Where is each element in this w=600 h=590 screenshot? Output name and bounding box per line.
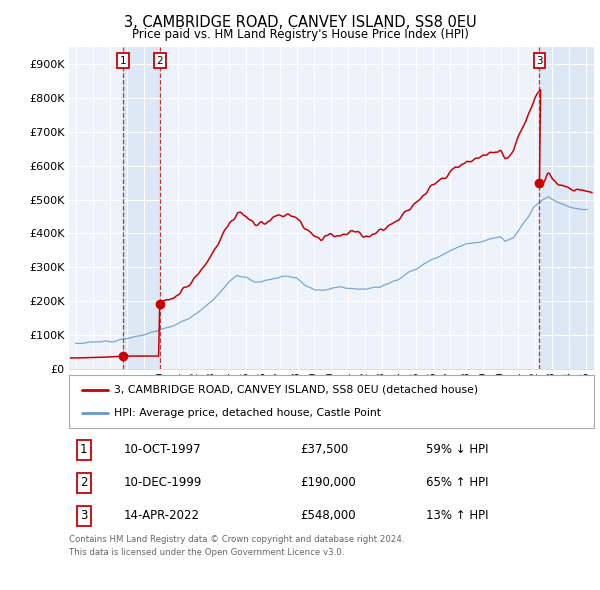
Text: £190,000: £190,000 [300, 476, 356, 490]
Text: 59% ↓ HPI: 59% ↓ HPI [426, 443, 488, 457]
Text: HPI: Average price, detached house, Castle Point: HPI: Average price, detached house, Cast… [113, 408, 380, 418]
Text: 3, CAMBRIDGE ROAD, CANVEY ISLAND, SS8 0EU (detached house): 3, CAMBRIDGE ROAD, CANVEY ISLAND, SS8 0E… [113, 385, 478, 395]
Text: 13% ↑ HPI: 13% ↑ HPI [426, 509, 488, 523]
Text: 1: 1 [80, 443, 88, 457]
Bar [123, 47, 160, 369]
Text: 65% ↑ HPI: 65% ↑ HPI [426, 476, 488, 490]
Text: 3: 3 [80, 509, 88, 523]
Text: 1: 1 [120, 55, 127, 65]
Text: 3, CAMBRIDGE ROAD, CANVEY ISLAND, SS8 0EU: 3, CAMBRIDGE ROAD, CANVEY ISLAND, SS8 0E… [124, 15, 476, 30]
Text: £37,500: £37,500 [300, 443, 348, 457]
Text: 10-OCT-1997: 10-OCT-1997 [124, 443, 202, 457]
Text: Price paid vs. HM Land Registry's House Price Index (HPI): Price paid vs. HM Land Registry's House … [131, 28, 469, 41]
Text: This data is licensed under the Open Government Licence v3.0.: This data is licensed under the Open Gov… [69, 548, 344, 556]
Bar [539, 47, 594, 369]
Text: 14-APR-2022: 14-APR-2022 [124, 509, 200, 523]
Text: Contains HM Land Registry data © Crown copyright and database right 2024.: Contains HM Land Registry data © Crown c… [69, 535, 404, 543]
Text: £548,000: £548,000 [300, 509, 356, 523]
Text: 2: 2 [80, 476, 88, 490]
Text: 10-DEC-1999: 10-DEC-1999 [124, 476, 203, 490]
Text: 2: 2 [157, 55, 163, 65]
Text: 3: 3 [536, 55, 543, 65]
